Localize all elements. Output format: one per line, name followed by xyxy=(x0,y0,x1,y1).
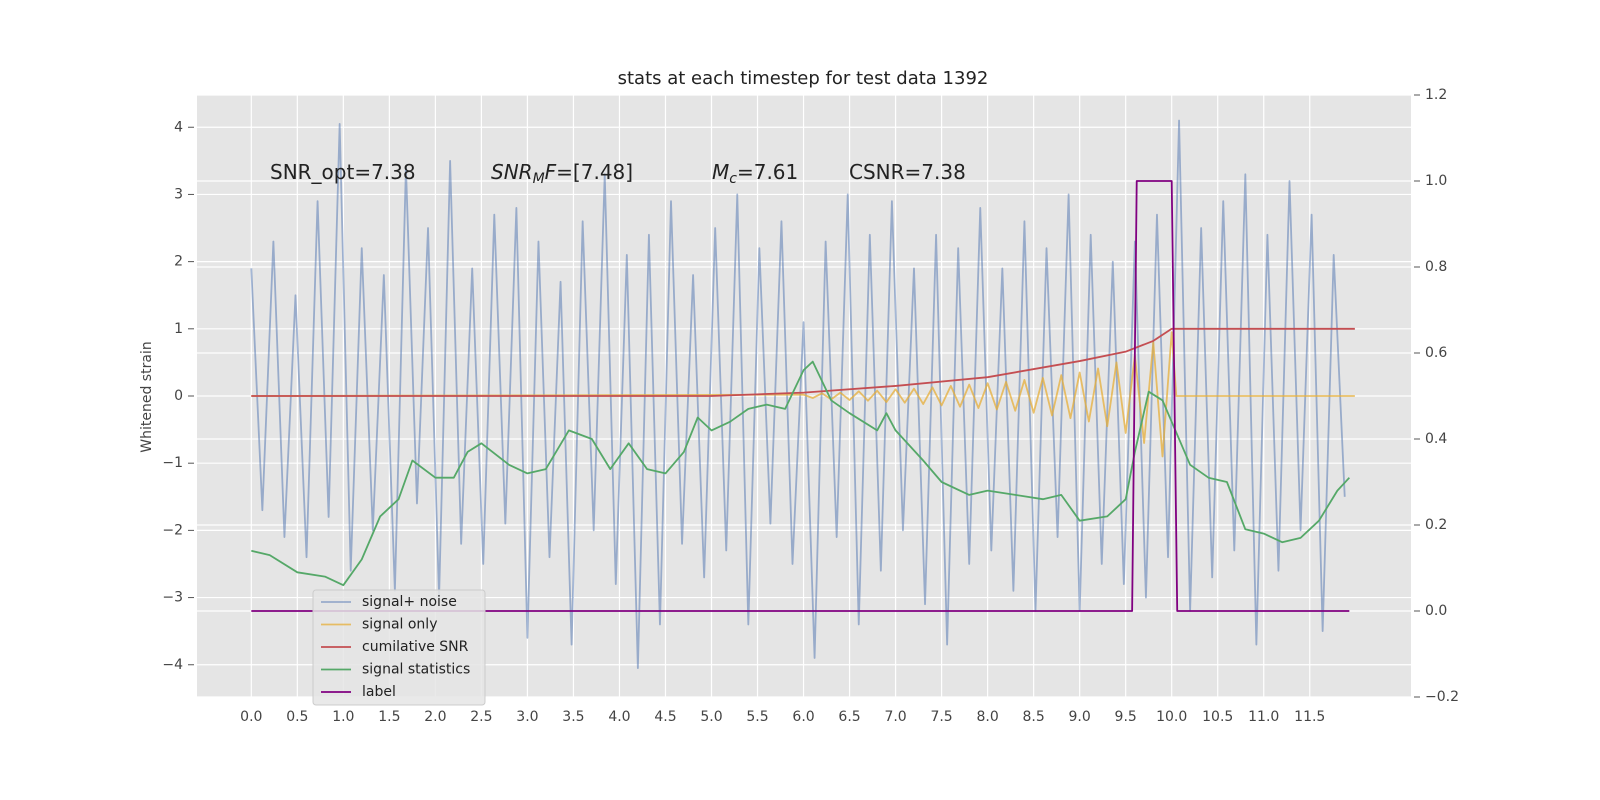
chart-title: stats at each timestep for test data 139… xyxy=(618,68,989,89)
series-line xyxy=(250,119,1346,670)
series-line xyxy=(251,180,1350,612)
y2-tick-label: 0.0 xyxy=(1425,603,1447,619)
series-line xyxy=(251,331,1355,458)
y-tick-label: −2 xyxy=(162,522,183,538)
y-tick-label: −3 xyxy=(162,590,183,606)
y2-tick-label: 0.4 xyxy=(1425,431,1447,447)
series-line xyxy=(251,327,1355,397)
x-tick-label: 4.5 xyxy=(654,709,676,725)
x-tick-label: 10.0 xyxy=(1156,709,1187,725)
annotation-part: M xyxy=(712,160,729,184)
x-tick-label: 5.0 xyxy=(700,709,722,725)
annotation-part: SNR xyxy=(491,160,533,184)
y-tick-label: 2 xyxy=(174,254,183,270)
legend-label: signal statistics xyxy=(362,662,470,678)
x-tick-label: 6.5 xyxy=(838,709,860,725)
x-tick-label: 2.0 xyxy=(424,709,446,725)
x-tick-label: 7.0 xyxy=(884,709,906,725)
annotation-part: =[7.48] xyxy=(556,160,633,184)
legend-label: signal+ noise xyxy=(362,594,457,610)
annotation-part: F xyxy=(545,160,557,184)
annotation-part: =7.61 xyxy=(737,160,798,184)
y2-tick-label: 0.8 xyxy=(1425,259,1447,275)
x-tick-label: 8.0 xyxy=(976,709,998,725)
x-tick-label: 2.5 xyxy=(470,709,492,725)
y-tick-label: 4 xyxy=(174,119,183,135)
y2-tick-label: 0.6 xyxy=(1425,345,1447,361)
y-tick-label: 1 xyxy=(174,321,183,337)
legend-box xyxy=(312,589,486,706)
y-tick-label: −1 xyxy=(162,455,183,471)
x-tick-label: 6.0 xyxy=(792,709,814,725)
annotation-part: c xyxy=(729,171,737,187)
x-tick-label: 0.5 xyxy=(286,709,308,725)
y-tick-label: −4 xyxy=(162,657,183,673)
x-tick-label: 9.0 xyxy=(1069,709,1091,725)
x-tick-label: 11.5 xyxy=(1294,709,1325,725)
annotation: SNRMF=[7.48] xyxy=(491,160,633,188)
x-tick-label: 9.5 xyxy=(1115,709,1137,725)
x-tick-label: 4.0 xyxy=(608,709,630,725)
x-tick-label: 7.5 xyxy=(930,709,952,725)
annotation: SNR_opt=7.38 xyxy=(270,160,416,184)
y-tick-label: 3 xyxy=(174,186,183,202)
legend-label: signal only xyxy=(362,617,437,633)
y2-tick-label: −0.2 xyxy=(1425,689,1459,705)
legend-label: cumilative SNR xyxy=(362,639,469,655)
x-tick-label: 1.0 xyxy=(332,709,354,725)
x-tick-label: 0.0 xyxy=(240,709,262,725)
x-tick-label: 11.0 xyxy=(1248,709,1279,725)
x-tick-label: 1.5 xyxy=(378,709,400,725)
x-tick-label: 10.5 xyxy=(1202,709,1233,725)
annotation-part: M xyxy=(533,171,545,187)
annotation: CSNR=7.38 xyxy=(849,160,966,184)
x-tick-label: 8.5 xyxy=(1023,709,1045,725)
x-tick-label: 3.0 xyxy=(516,709,538,725)
y-tick-label: 0 xyxy=(174,388,183,404)
y-axis-label: Whitened strain xyxy=(139,341,155,452)
y2-tick-label: 0.2 xyxy=(1425,517,1447,533)
annotation: Mc=7.61 xyxy=(712,160,798,188)
annotation-part: SNR_opt=7.38 xyxy=(270,160,416,184)
x-tick-label: 5.5 xyxy=(746,709,768,725)
y2-tick-label: 1.0 xyxy=(1425,173,1447,189)
y2-tick-label: 1.2 xyxy=(1425,87,1447,103)
x-tick-label: 3.5 xyxy=(562,709,584,725)
legend-label: label xyxy=(362,684,396,700)
annotation-part: CSNR=7.38 xyxy=(849,160,966,184)
